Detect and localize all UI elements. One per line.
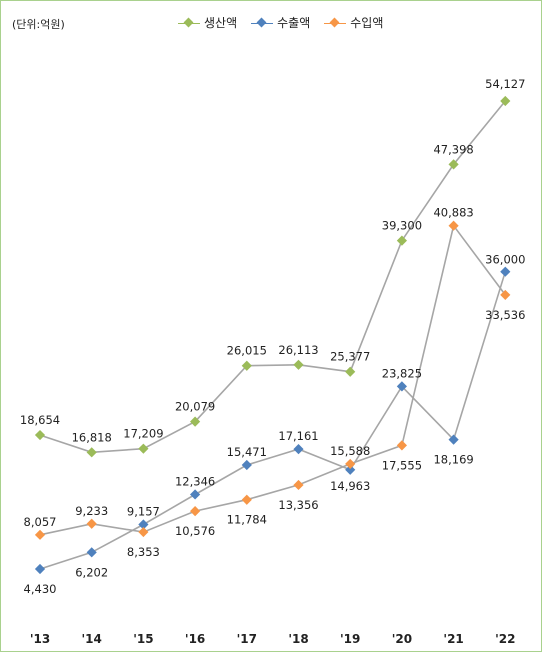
data-label: 18,169 bbox=[433, 453, 473, 467]
legend-marker-production bbox=[178, 17, 200, 29]
data-label: 25,377 bbox=[330, 350, 370, 364]
data-label: 11,784 bbox=[227, 513, 267, 527]
data-point bbox=[86, 547, 97, 558]
data-point bbox=[500, 289, 511, 300]
data-point bbox=[138, 443, 149, 454]
x-tick-label: '13 bbox=[30, 632, 50, 646]
data-point bbox=[500, 95, 511, 107]
data-point bbox=[34, 529, 46, 540]
data-point bbox=[138, 526, 149, 538]
data-label: 26,113 bbox=[278, 343, 318, 357]
data-label: 8,057 bbox=[24, 515, 57, 529]
data-label: 33,536 bbox=[485, 308, 525, 322]
x-tick-label: '19 bbox=[340, 632, 360, 646]
data-label: 4,430 bbox=[24, 582, 57, 596]
data-point bbox=[396, 381, 407, 392]
data-point bbox=[396, 440, 407, 451]
data-point bbox=[293, 444, 304, 455]
x-tick-label: '16 bbox=[185, 632, 205, 646]
legend-label-production: 생산액 bbox=[204, 16, 238, 30]
data-point bbox=[241, 360, 252, 371]
x-tick-label: '20 bbox=[392, 632, 412, 646]
data-label: 18,654 bbox=[20, 413, 60, 427]
data-label: 40,883 bbox=[433, 206, 473, 220]
data-point bbox=[345, 458, 356, 470]
data-point bbox=[396, 235, 407, 246]
x-tick-label: '18 bbox=[288, 632, 308, 646]
series-line bbox=[39, 271, 507, 570]
legend-marker-import bbox=[324, 17, 347, 29]
data-label: 26,015 bbox=[227, 344, 267, 358]
data-point bbox=[500, 266, 511, 277]
data-point bbox=[190, 506, 201, 517]
data-point bbox=[241, 459, 252, 471]
data-point bbox=[293, 359, 304, 370]
data-point bbox=[345, 366, 356, 377]
x-tick-label: '22 bbox=[495, 632, 515, 646]
data-point bbox=[293, 479, 304, 491]
x-tick-label: '15 bbox=[133, 632, 153, 646]
data-label: 12,346 bbox=[175, 474, 215, 488]
data-label: 17,161 bbox=[278, 429, 318, 443]
data-label: 14,963 bbox=[330, 479, 370, 493]
data-label: 15,471 bbox=[227, 445, 267, 459]
data-label: 9,233 bbox=[75, 504, 108, 518]
data-label: 54,127 bbox=[485, 77, 525, 91]
legend-item-import: 수입액 bbox=[324, 14, 383, 31]
series-line bbox=[39, 100, 506, 454]
legend-marker-export bbox=[251, 17, 274, 29]
data-point bbox=[86, 447, 97, 458]
legend-item-production: 생산액 bbox=[178, 14, 237, 31]
series-line bbox=[39, 223, 506, 536]
data-label: 13,356 bbox=[278, 498, 318, 512]
legend-label-import: 수입액 bbox=[350, 16, 384, 30]
data-point bbox=[190, 416, 201, 427]
data-label: 20,079 bbox=[175, 400, 215, 414]
data-point bbox=[34, 429, 46, 441]
data-point bbox=[448, 434, 459, 445]
data-label: 17,209 bbox=[123, 427, 163, 441]
x-tick-label: '17 bbox=[237, 632, 257, 646]
data-label: 9,157 bbox=[127, 504, 160, 518]
data-label: 6,202 bbox=[75, 565, 108, 579]
data-label: 15,588 bbox=[330, 444, 370, 458]
unit-label: (단위:억원) bbox=[12, 18, 65, 31]
data-point bbox=[190, 489, 201, 500]
data-label: 23,825 bbox=[382, 366, 422, 380]
data-label: 10,576 bbox=[175, 524, 215, 538]
data-point bbox=[34, 563, 46, 575]
legend-item-export: 수출액 bbox=[251, 14, 310, 31]
data-label: 47,398 bbox=[433, 142, 473, 156]
data-label: 36,000 bbox=[485, 253, 525, 267]
x-tick-label: '21 bbox=[443, 632, 463, 646]
data-label: 16,818 bbox=[72, 430, 112, 444]
legend: 생산액 수출액 수입액 bbox=[178, 14, 383, 31]
data-point bbox=[345, 464, 356, 475]
data-label: 39,300 bbox=[382, 219, 422, 233]
legend-label-export: 수출액 bbox=[277, 16, 311, 30]
x-tick-label: '14 bbox=[82, 632, 102, 646]
data-point bbox=[241, 494, 252, 505]
data-label: 17,555 bbox=[382, 458, 422, 472]
data-point bbox=[448, 220, 459, 231]
data-label: 8,353 bbox=[127, 545, 160, 559]
data-point bbox=[86, 518, 97, 529]
